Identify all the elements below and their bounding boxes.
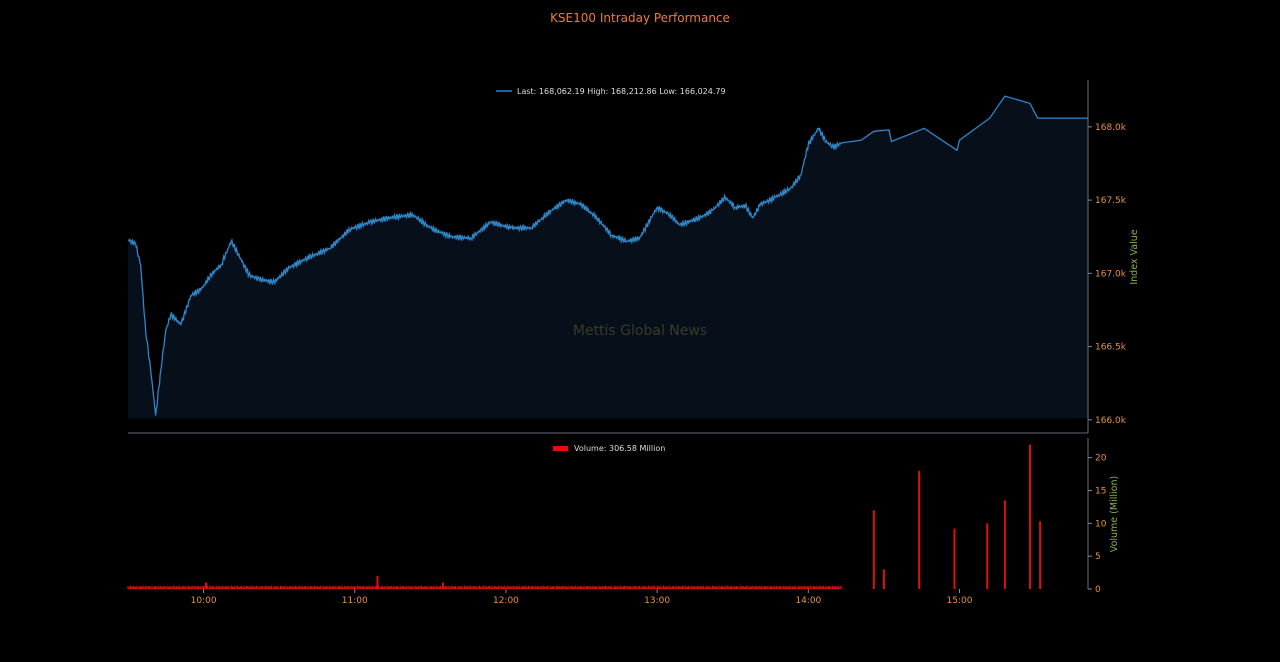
- price-ytick-label: 167.5k: [1095, 196, 1127, 206]
- volume-bar: [1003, 500, 1006, 589]
- volume-y-axis-label: Volume (Million): [1109, 476, 1120, 552]
- volume-ytick-label: 0: [1095, 585, 1101, 595]
- volume-legend-swatch: [553, 446, 568, 451]
- watermark: Mettis Global News: [573, 323, 707, 339]
- chart-title: KSE100 Intraday Performance: [550, 11, 730, 25]
- price-ytick-label: 166.0k: [1095, 416, 1127, 426]
- price-ytick-label: 168.0k: [1095, 123, 1127, 133]
- x-tick-label: 10:00: [191, 596, 217, 606]
- volume-panel: 0 5 10 15 20 Volume (Million) 10:00 11:00 12:00 1…: [127, 438, 1120, 606]
- volume-ytick-label: 10: [1095, 519, 1107, 529]
- price-ytick-label: 166.5k: [1095, 343, 1127, 353]
- volume-bar: [1029, 444, 1032, 589]
- price-legend-label: Last: 168,062.19 High: 168,212.86 Low: 1…: [517, 87, 726, 96]
- volume-bar: [1039, 521, 1042, 589]
- x-tick-label: 14:00: [795, 596, 821, 606]
- volume-bar: [872, 510, 875, 589]
- volume-bar: [376, 575, 379, 589]
- x-tick-label: 15:00: [947, 596, 973, 606]
- price-line: [127, 95, 1088, 416]
- x-tick-label: 12:00: [493, 596, 519, 606]
- volume-legend-label: Volume: 306.58 Million: [574, 444, 665, 453]
- price-area-fill: [128, 96, 1088, 419]
- volume-bar: [441, 582, 444, 589]
- x-tick-label: 13:00: [644, 596, 670, 606]
- price-ytick-label: 167.0k: [1095, 269, 1127, 279]
- volume-ytick-label: 5: [1095, 552, 1101, 562]
- price-y-axis-label: Index Value: [1129, 229, 1140, 284]
- volume-bar: [205, 582, 208, 589]
- x-tick-label: 11:00: [342, 596, 368, 606]
- volume-bar: [953, 528, 956, 589]
- price-panel: Mettis Global News 166.0k 166.5k 167.0k 167.…: [127, 80, 1140, 434]
- volume-bar: [882, 569, 885, 589]
- volume-ytick-label: 15: [1095, 487, 1106, 497]
- volume-bar: [918, 470, 921, 589]
- volume-ytick-label: 20: [1095, 454, 1107, 464]
- volume-bar: [986, 523, 989, 589]
